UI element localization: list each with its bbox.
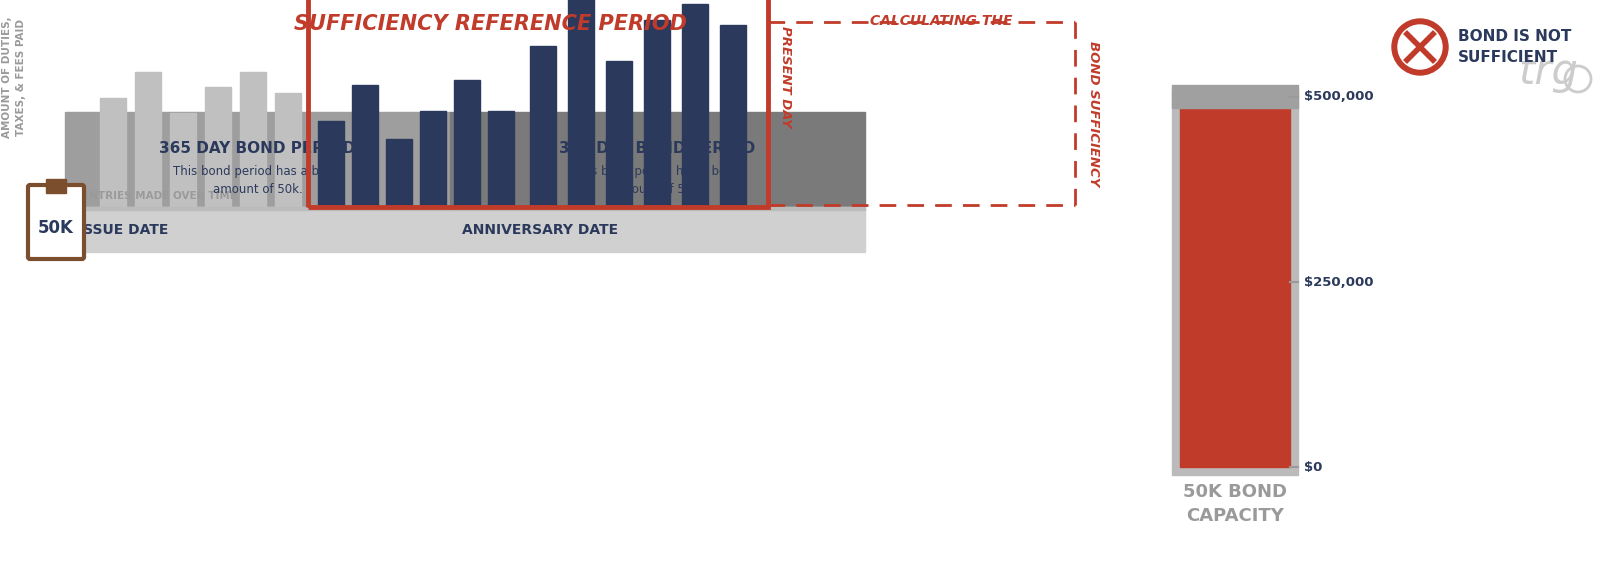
Bar xyxy=(1172,89,1298,475)
Bar xyxy=(64,207,450,252)
Bar xyxy=(530,46,556,207)
Text: BOND IS NOT
SUFFICIENT: BOND IS NOT SUFFICIENT xyxy=(1458,29,1572,65)
Bar xyxy=(64,207,450,210)
Bar xyxy=(275,92,301,207)
Bar xyxy=(489,111,514,207)
Text: $0: $0 xyxy=(1303,460,1323,474)
Bar xyxy=(1172,85,1298,108)
Text: ANNIVERSARY DATE: ANNIVERSARY DATE xyxy=(461,223,619,237)
Text: 365 DAY BOND PERIOD: 365 DAY BOND PERIOD xyxy=(559,141,755,156)
Text: This bond period has a bond
amount of 50k.: This bond period has a bond amount of 50… xyxy=(174,165,342,196)
Text: trg: trg xyxy=(1519,51,1578,93)
Bar xyxy=(318,121,344,207)
Text: CALCULATING THE: CALCULATING THE xyxy=(869,14,1012,28)
Bar xyxy=(450,207,865,252)
Circle shape xyxy=(1392,19,1448,75)
Text: BOND SUFFICIENCY: BOND SUFFICIENCY xyxy=(1086,41,1099,186)
Bar xyxy=(450,207,865,210)
Text: $250,000: $250,000 xyxy=(1303,275,1374,288)
Bar xyxy=(1180,108,1290,467)
Bar xyxy=(644,20,670,207)
Text: $500,000: $500,000 xyxy=(1303,91,1374,103)
Bar xyxy=(100,98,125,207)
Bar xyxy=(64,112,450,207)
Bar xyxy=(170,114,196,207)
Bar xyxy=(386,140,411,207)
FancyBboxPatch shape xyxy=(27,185,84,259)
Text: 365 DAY BOND PERIOD: 365 DAY BOND PERIOD xyxy=(159,141,355,156)
Text: SUFFICIENCY REFERENCE PERIOD: SUFFICIENCY REFERENCE PERIOD xyxy=(294,14,686,34)
Bar xyxy=(206,87,231,207)
Bar xyxy=(681,4,709,207)
Bar xyxy=(309,0,768,207)
Bar xyxy=(45,179,66,193)
Text: AMOUNT OF DUTIES,
TAXES, & FEES PAID: AMOUNT OF DUTIES, TAXES, & FEES PAID xyxy=(2,16,26,138)
Text: ENTRIES MADE OVER TIME: ENTRIES MADE OVER TIME xyxy=(82,191,236,201)
Text: PRESENT DAY: PRESENT DAY xyxy=(779,26,792,128)
Bar xyxy=(567,0,595,207)
Text: 50K BOND
CAPACITY: 50K BOND CAPACITY xyxy=(1183,483,1287,524)
Bar xyxy=(450,112,865,207)
Text: This bond period has a bond
amount of 50k.: This bond period has a bond amount of 50… xyxy=(574,165,741,196)
Bar xyxy=(606,61,632,207)
Bar xyxy=(135,72,161,207)
Bar xyxy=(455,80,480,207)
Text: 50K: 50K xyxy=(39,219,74,237)
Bar xyxy=(720,25,746,207)
Bar xyxy=(352,85,378,207)
Circle shape xyxy=(1398,25,1441,69)
Bar xyxy=(419,111,447,207)
Text: ISSUE DATE: ISSUE DATE xyxy=(79,223,169,237)
Bar xyxy=(239,72,267,207)
